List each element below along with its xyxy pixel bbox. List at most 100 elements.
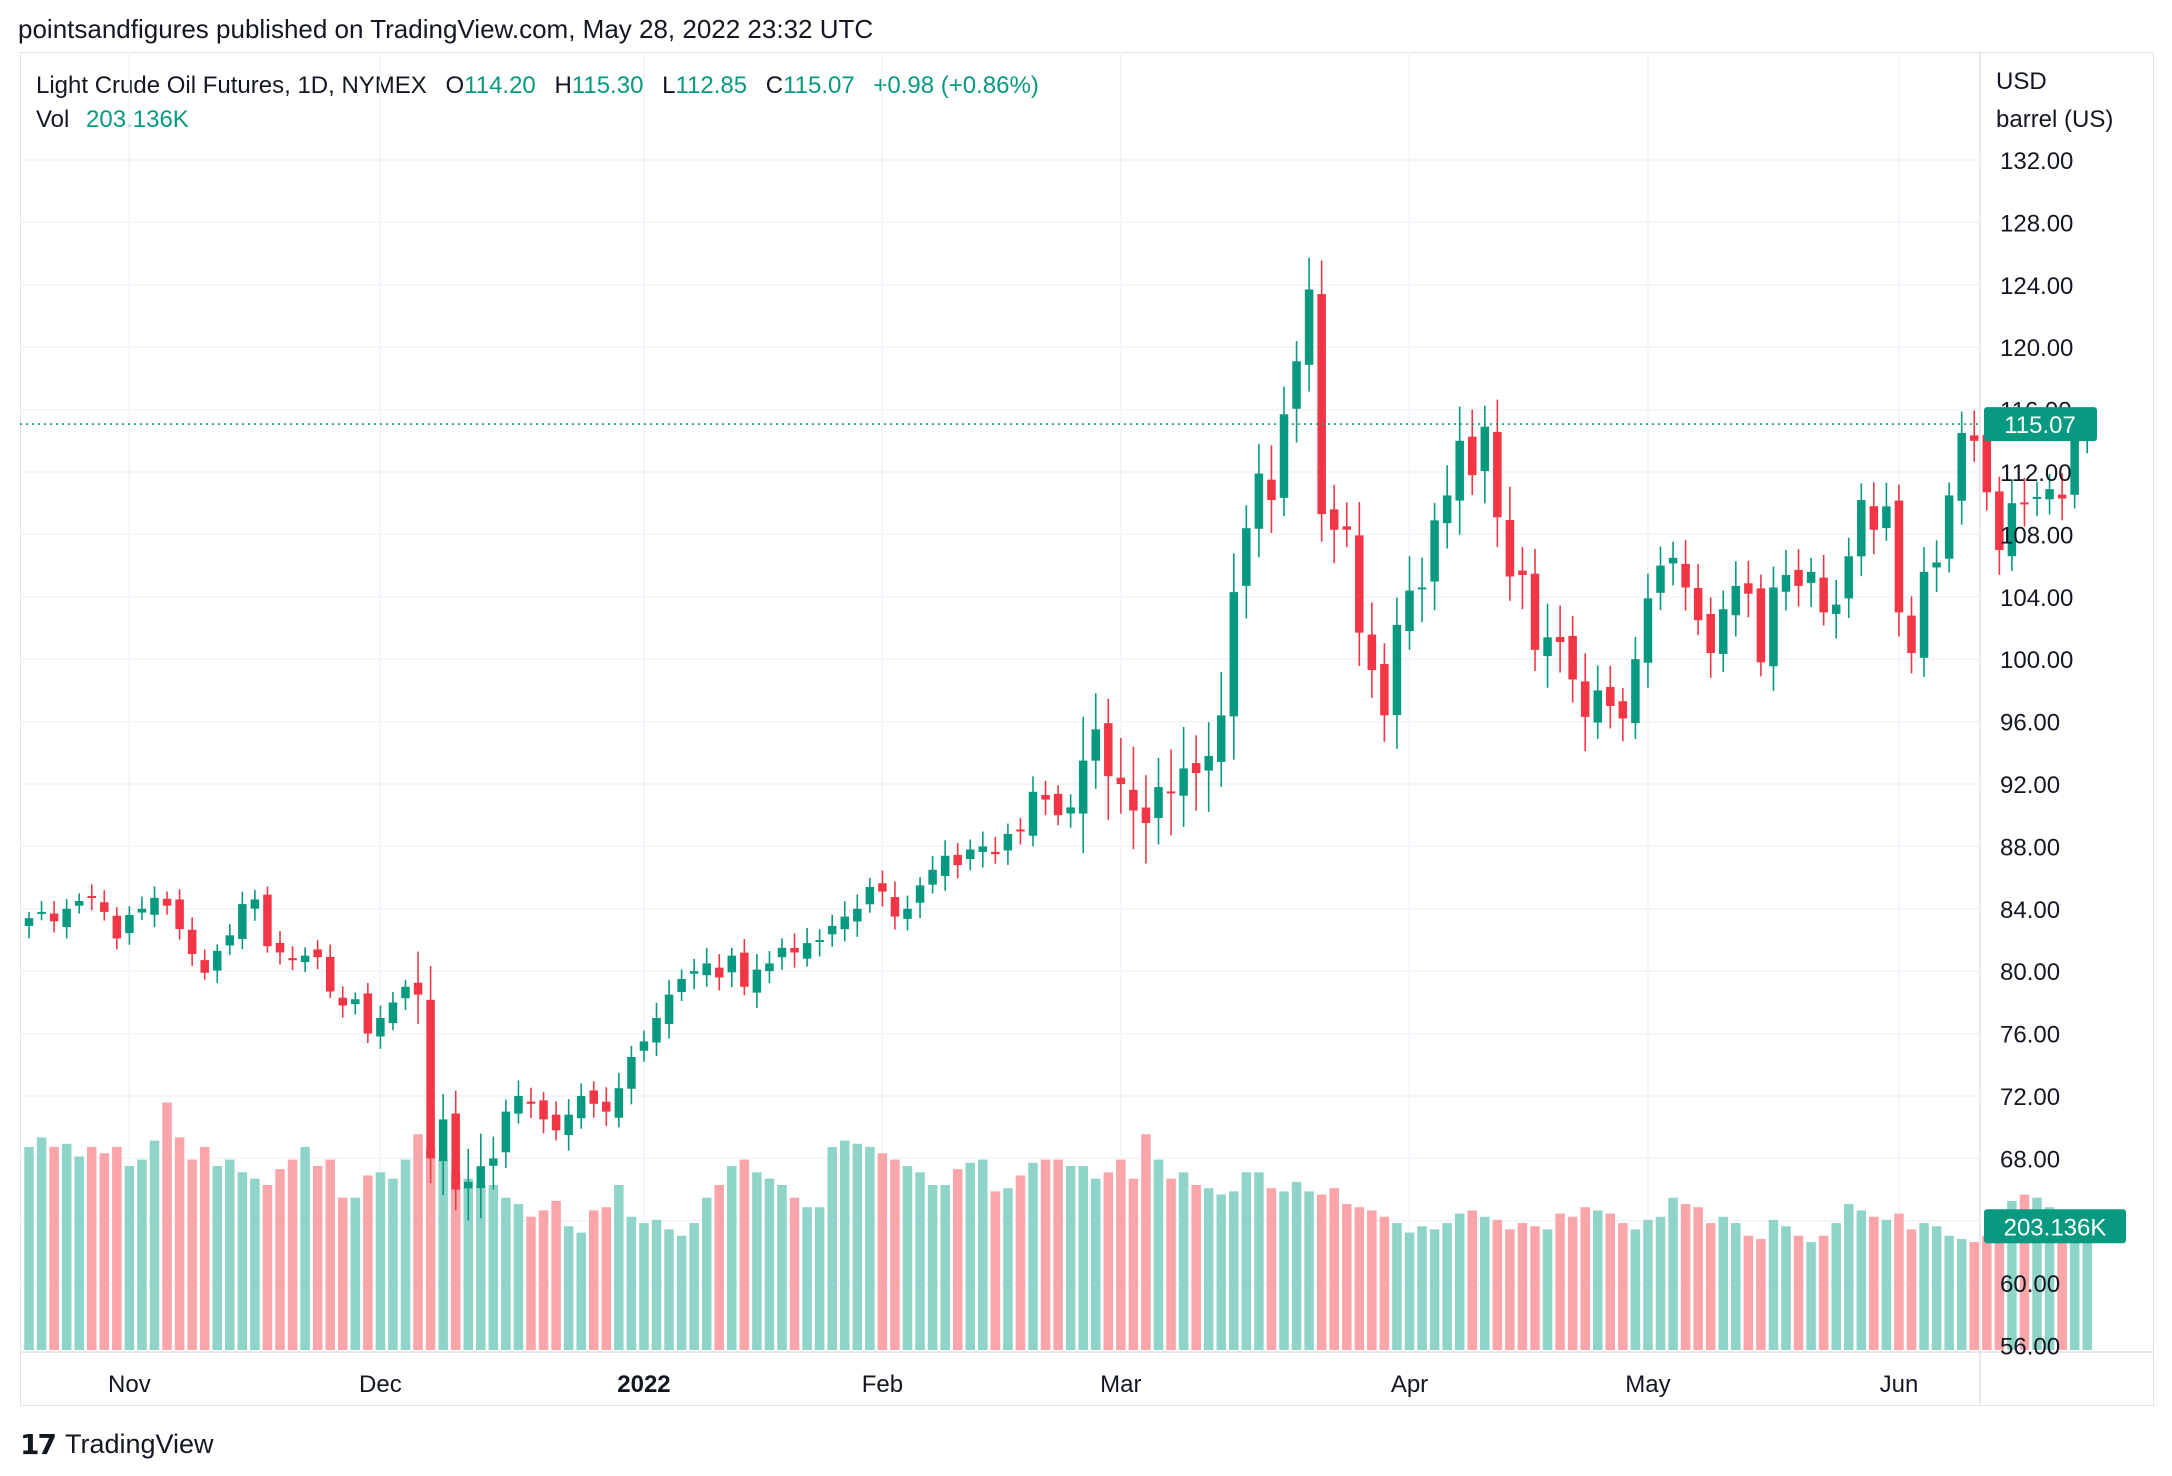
candle[interactable] — [1292, 341, 1301, 443]
candle[interactable] — [865, 877, 875, 913]
candle[interactable] — [1254, 444, 1264, 558]
candle[interactable] — [1668, 541, 1678, 586]
candle[interactable] — [1367, 602, 1377, 698]
candle[interactable] — [514, 1080, 523, 1124]
candle[interactable] — [1028, 776, 1038, 847]
candle[interactable] — [1781, 550, 1791, 611]
candle[interactable] — [1154, 757, 1163, 845]
candle[interactable] — [213, 944, 222, 983]
candle[interactable] — [37, 901, 46, 921]
candle[interactable] — [162, 891, 172, 915]
candle[interactable] — [1455, 406, 1464, 535]
candle[interactable] — [702, 947, 711, 987]
candle[interactable] — [1041, 780, 1050, 816]
candle[interactable] — [1229, 553, 1239, 760]
candle[interactable] — [376, 1005, 385, 1049]
candle[interactable] — [1769, 566, 1778, 691]
candle[interactable] — [1693, 564, 1703, 636]
candle[interactable] — [614, 1072, 624, 1128]
candle[interactable] — [1794, 549, 1803, 607]
candle[interactable] — [1204, 722, 1213, 812]
candle[interactable] — [1267, 445, 1276, 534]
candle[interactable] — [589, 1081, 599, 1118]
time-axis[interactable]: Nov Dec 2022 Feb Mar Apr May Jun — [108, 1371, 1918, 1398]
candle[interactable] — [288, 946, 297, 971]
candle[interactable] — [991, 836, 1000, 864]
candle[interactable] — [351, 992, 360, 1015]
candle[interactable] — [602, 1087, 611, 1126]
candle[interactable] — [978, 831, 988, 868]
candle[interactable] — [1593, 665, 1603, 739]
candle[interactable] — [275, 931, 285, 965]
candle[interactable] — [689, 958, 699, 990]
candle[interactable] — [1179, 726, 1188, 827]
candle[interactable] — [928, 855, 937, 894]
candle[interactable] — [815, 929, 824, 957]
candle[interactable] — [2007, 480, 2017, 571]
candle[interactable] — [1066, 794, 1075, 828]
candle[interactable] — [225, 924, 235, 955]
candle[interactable] — [915, 877, 925, 919]
candle[interactable] — [853, 894, 862, 937]
candle[interactable] — [476, 1133, 486, 1219]
candle[interactable] — [940, 840, 950, 891]
candle[interactable] — [1932, 540, 1941, 593]
candle[interactable] — [1719, 590, 1728, 672]
candle[interactable] — [451, 1090, 460, 1211]
candle[interactable] — [413, 951, 423, 1024]
candle[interactable] — [426, 965, 435, 1184]
candle[interactable] — [652, 1002, 661, 1056]
candle[interactable] — [639, 1030, 649, 1062]
candle[interactable] — [1681, 540, 1690, 611]
candle[interactable] — [1894, 484, 1904, 637]
candle[interactable] — [112, 907, 122, 950]
candle[interactable] — [715, 954, 724, 991]
candle[interactable] — [752, 954, 762, 1009]
candle[interactable] — [200, 949, 209, 980]
candle[interactable] — [1957, 411, 1966, 525]
candle[interactable] — [551, 1101, 561, 1141]
candle[interactable] — [1518, 547, 1527, 610]
candle[interactable] — [1568, 616, 1577, 703]
candle[interactable] — [903, 895, 912, 931]
candle[interactable] — [363, 983, 373, 1044]
candle[interactable] — [1744, 560, 1753, 618]
candle[interactable] — [1656, 546, 1665, 610]
candle[interactable] — [1543, 603, 1552, 688]
candle[interactable] — [1970, 410, 1979, 462]
price-axis[interactable]: 132.00128.00124.00120.00116.00112.00108.… — [2000, 148, 2073, 1361]
candle[interactable] — [238, 891, 247, 950]
candle[interactable] — [1882, 482, 1891, 541]
candle[interactable] — [1104, 698, 1113, 820]
candle[interactable] — [1819, 554, 1828, 626]
candle[interactable] — [840, 901, 850, 942]
candle[interactable] — [1405, 556, 1414, 650]
candle[interactable] — [564, 1099, 573, 1151]
candle[interactable] — [464, 1148, 473, 1221]
candle[interactable] — [1304, 257, 1314, 392]
candle[interactable] — [401, 979, 410, 1011]
candle[interactable] — [1191, 735, 1201, 811]
candle[interactable] — [1731, 561, 1741, 637]
candle[interactable] — [325, 944, 335, 999]
candle[interactable] — [49, 901, 59, 933]
candle[interactable] — [765, 951, 774, 984]
candle[interactable] — [250, 889, 260, 921]
candle[interactable] — [890, 881, 900, 930]
candle[interactable] — [1493, 399, 1502, 547]
candle[interactable] — [1606, 665, 1615, 729]
candle[interactable] — [953, 843, 962, 879]
candle[interactable] — [1857, 483, 1866, 577]
candle[interactable] — [1217, 671, 1226, 787]
candle[interactable] — [489, 1136, 498, 1190]
candle[interactable] — [1580, 653, 1590, 752]
candle[interactable] — [1530, 548, 1540, 671]
candle[interactable] — [137, 896, 147, 920]
candle[interactable] — [802, 927, 812, 967]
candle[interactable] — [1442, 465, 1452, 549]
candle[interactable] — [2045, 473, 2054, 515]
candle[interactable] — [1091, 693, 1101, 789]
candle[interactable] — [2032, 481, 2042, 517]
candle[interactable] — [100, 890, 109, 921]
